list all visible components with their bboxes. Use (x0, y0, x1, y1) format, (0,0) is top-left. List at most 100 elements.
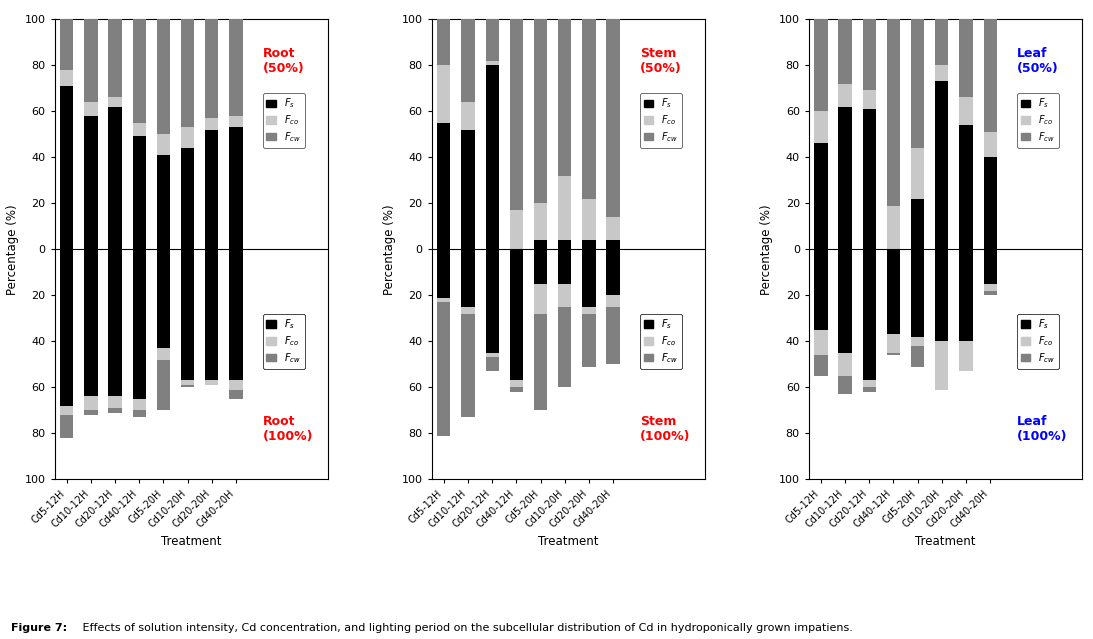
Bar (910, 346, 925, 367)
Legend: $F_s$, $F_{co}$, $F_{cw}$: $F_s$, $F_{co}$, $F_{cw}$ (262, 314, 305, 369)
Bar (607, 295, 620, 307)
Bar (60, 415, 73, 438)
Bar (181, 385, 195, 387)
Bar (485, 19, 498, 61)
Bar (156, 249, 171, 348)
Bar (156, 19, 171, 134)
Bar (509, 210, 524, 249)
Bar (84, 102, 97, 116)
Legend: $F_s$, $F_{co}$, $F_{cw}$: $F_s$, $F_{co}$, $F_{cw}$ (1016, 314, 1059, 369)
Bar (485, 65, 498, 249)
Bar (960, 19, 973, 97)
Bar (814, 355, 827, 376)
Text: Root
(100%): Root (100%) (262, 415, 313, 443)
Bar (559, 284, 572, 307)
Bar (583, 314, 596, 367)
Bar (838, 19, 851, 84)
Bar (936, 81, 949, 249)
Bar (862, 19, 875, 91)
Bar (156, 360, 171, 410)
Bar (838, 249, 851, 353)
Bar (814, 330, 827, 355)
Bar (108, 19, 121, 97)
Bar (509, 387, 524, 392)
Bar (205, 118, 219, 130)
Bar (156, 134, 171, 155)
Bar (230, 249, 243, 380)
Bar (461, 314, 474, 417)
Y-axis label: Percentage (%): Percentage (%) (384, 204, 396, 295)
Bar (984, 291, 997, 295)
Bar (960, 341, 973, 371)
X-axis label: Treatment: Treatment (915, 535, 976, 548)
Text: Leaf
(50%): Leaf (50%) (1016, 47, 1058, 75)
Bar (437, 249, 450, 298)
Bar (132, 123, 146, 137)
Bar (533, 284, 548, 314)
Bar (84, 249, 97, 396)
Bar (936, 65, 949, 81)
Bar (485, 357, 498, 371)
Bar (814, 249, 827, 330)
Bar (509, 249, 524, 380)
Text: Leaf
(100%): Leaf (100%) (1016, 415, 1067, 443)
Bar (205, 380, 219, 385)
Bar (607, 307, 620, 364)
Text: Root
(50%): Root (50%) (262, 47, 304, 75)
Bar (533, 240, 548, 249)
Bar (886, 353, 901, 355)
Bar (132, 399, 146, 410)
Bar (230, 380, 243, 390)
Bar (886, 19, 901, 206)
Text: Stem
(100%): Stem (100%) (639, 415, 690, 443)
Bar (533, 314, 548, 410)
Bar (583, 19, 596, 199)
Bar (485, 353, 498, 357)
Bar (84, 116, 97, 249)
Bar (910, 249, 925, 337)
Bar (181, 380, 195, 385)
Bar (814, 111, 827, 143)
Bar (838, 353, 851, 376)
Bar (230, 19, 243, 116)
Bar (984, 249, 997, 284)
Bar (437, 298, 450, 302)
Bar (936, 249, 949, 341)
Bar (132, 410, 146, 417)
Bar (509, 19, 524, 210)
Bar (84, 396, 97, 410)
Bar (814, 19, 827, 111)
Legend: $F_s$, $F_{co}$, $F_{cw}$: $F_s$, $F_{co}$, $F_{cw}$ (639, 314, 682, 369)
Bar (984, 19, 997, 132)
Bar (886, 206, 901, 249)
Bar (984, 132, 997, 157)
Bar (910, 337, 925, 346)
Bar (156, 155, 171, 249)
Bar (910, 199, 925, 249)
Bar (910, 19, 925, 148)
Bar (437, 19, 450, 65)
Bar (485, 249, 498, 353)
Bar (838, 107, 851, 249)
Bar (559, 176, 572, 240)
Bar (181, 127, 195, 148)
Bar (862, 249, 875, 380)
Bar (108, 107, 121, 249)
Bar (583, 240, 596, 249)
Bar (984, 157, 997, 249)
Bar (862, 380, 875, 387)
Bar (60, 406, 73, 415)
Bar (108, 249, 121, 396)
Bar (230, 127, 243, 249)
Bar (60, 70, 73, 86)
Bar (583, 307, 596, 314)
Bar (230, 390, 243, 399)
Bar (84, 19, 97, 102)
Bar (559, 240, 572, 249)
Bar (181, 249, 195, 380)
Bar (936, 19, 949, 65)
Bar (181, 19, 195, 127)
Bar (108, 408, 121, 413)
Bar (960, 249, 973, 341)
Bar (108, 97, 121, 107)
